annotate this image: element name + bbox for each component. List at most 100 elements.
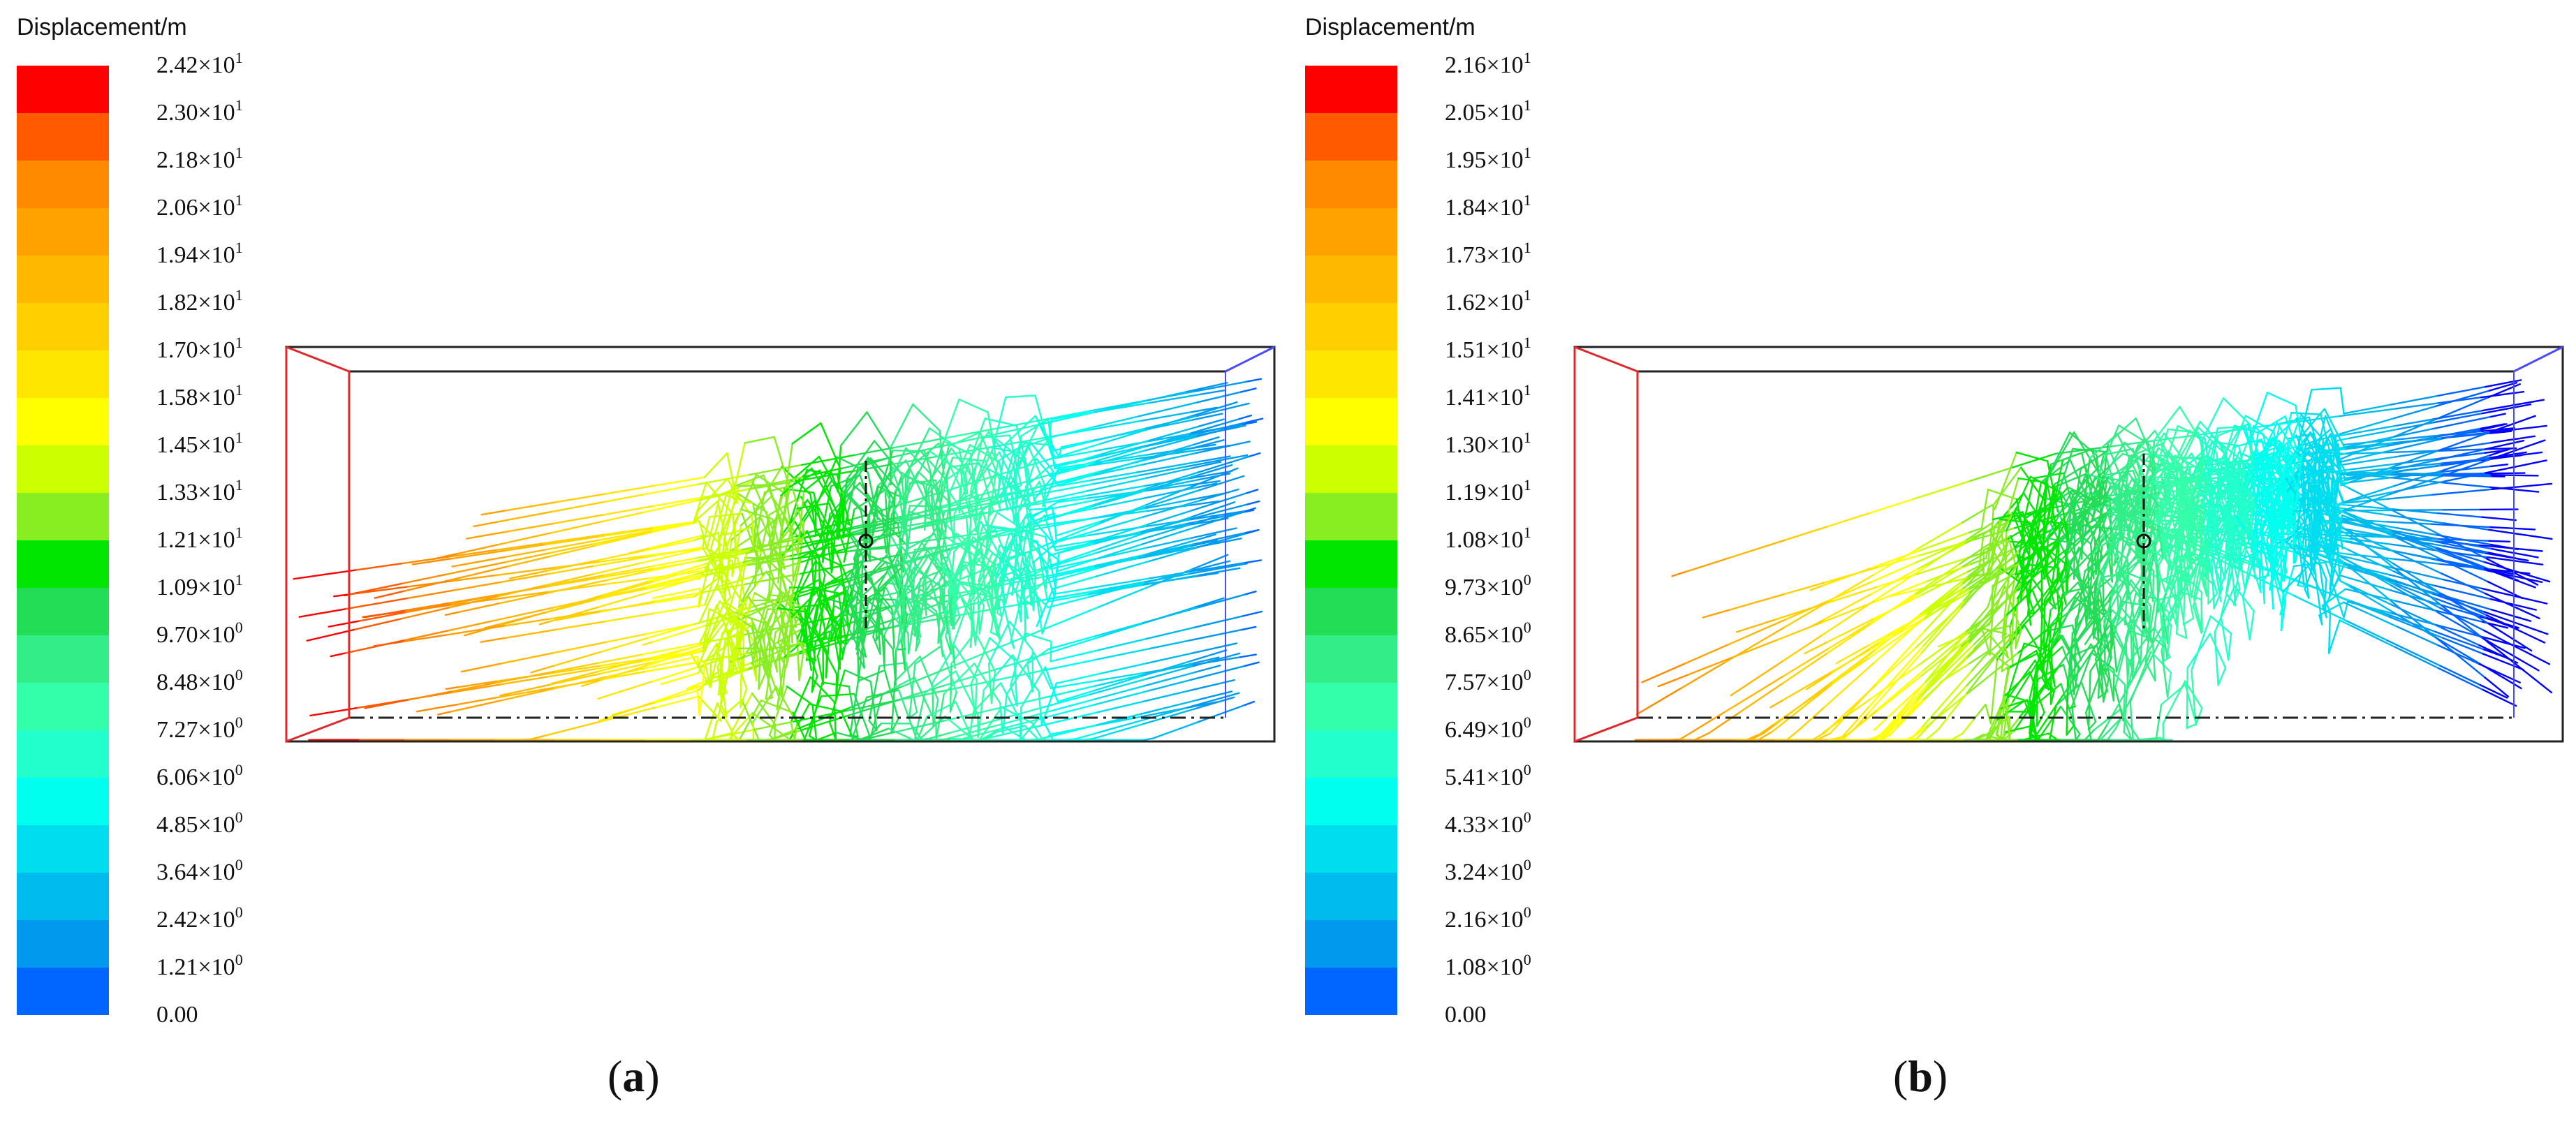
- streamline-segment: [1245, 528, 1260, 534]
- streamline-segment: [995, 471, 1026, 501]
- streamline-segment: [1057, 470, 1068, 475]
- streamline-segment: [1147, 508, 1163, 512]
- streamline-segment: [1151, 734, 1163, 739]
- streamline-segment: [935, 445, 950, 502]
- streamline-segment: [478, 533, 493, 538]
- streamline-segment: [1051, 707, 1061, 712]
- streamline-segment: [1117, 579, 1135, 584]
- streamline-segment: [772, 494, 782, 547]
- streamline-segment: [1029, 441, 1054, 473]
- streamline-segment: [1226, 391, 1242, 397]
- streamline-segment: [1047, 418, 1054, 452]
- streamline-segment: [621, 533, 638, 539]
- streamline-segment: [1093, 686, 1107, 692]
- streamline-segment: [2513, 575, 2529, 580]
- streamline-segment: [992, 501, 1003, 505]
- streamline-segment: [751, 663, 757, 679]
- streamline-segment: [1057, 499, 1073, 503]
- colorbar-segment: [1305, 256, 1397, 303]
- streamline-segment: [698, 584, 718, 624]
- streamline-segment: [404, 636, 421, 642]
- streamline-segment: [756, 579, 769, 583]
- streamline-segment: [668, 664, 682, 669]
- streamline-segment: [663, 656, 679, 661]
- streamline-segment: [1066, 727, 1083, 732]
- streamline-segment: [658, 661, 673, 667]
- streamline-segment: [1050, 416, 1065, 420]
- streamline-segment: [1191, 512, 1204, 518]
- streamline-segment: [578, 582, 594, 587]
- streamline-segment: [611, 711, 624, 716]
- streamline-segment: [747, 562, 764, 566]
- streamline-segment: [371, 564, 388, 569]
- streamline-segment: [804, 611, 817, 662]
- streamline-segment: [828, 467, 844, 472]
- streamline-segment: [480, 594, 499, 599]
- streamline-segment: [685, 642, 702, 647]
- streamline-segment: [842, 621, 853, 628]
- streamline-segment: [362, 589, 379, 593]
- streamline-segment: [693, 563, 707, 569]
- streamline-segment: [807, 589, 819, 595]
- streamline-segment: [720, 560, 723, 583]
- streamline-segment: [728, 609, 742, 615]
- streamline-segment: [725, 494, 754, 505]
- streamline-segment: [1033, 469, 1059, 501]
- streamline-segment: [653, 503, 668, 507]
- streamline-segment: [446, 570, 463, 575]
- streamline-segment: [1220, 534, 1235, 540]
- streamline-segment: [858, 619, 865, 669]
- streamline-segment: [1004, 527, 1020, 531]
- streamline-segment: [802, 534, 820, 539]
- streamline-segment: [1119, 454, 1129, 459]
- colorbar-segment: [17, 66, 109, 113]
- streamline-segment: [1110, 691, 1120, 696]
- streamline-segment: [605, 638, 621, 643]
- streamline-segment: [611, 606, 624, 611]
- streamline-segment: [1200, 563, 1217, 570]
- streamline-segment: [820, 422, 841, 470]
- streamline-segment: [1093, 480, 1111, 485]
- streamline-segment: [448, 553, 466, 558]
- streamline-segment: [1101, 489, 1117, 494]
- streamline-segment: [828, 720, 837, 741]
- streamline-segment: [779, 720, 795, 725]
- streamline-segment: [763, 637, 770, 670]
- streamline-segment: [943, 614, 950, 635]
- streamline-segment: [793, 642, 806, 646]
- streamline-segment: [764, 554, 778, 559]
- streamline-segment: [1015, 540, 1035, 591]
- streamline-segment: [1155, 577, 1169, 581]
- streamline-segment: [762, 662, 770, 682]
- streamline-segment: [635, 637, 649, 642]
- streamline-segment: [992, 586, 1000, 610]
- streamline-segment: [1200, 459, 1218, 465]
- streamline-segment: [1107, 630, 1119, 635]
- streamline-segment: [1025, 466, 1030, 475]
- streamline-segment: [1249, 452, 1261, 457]
- streamline-segment: [1197, 696, 1210, 701]
- streamline-segment: [1235, 562, 1249, 567]
- streamline-segment: [889, 564, 901, 570]
- streamline-segment: [402, 560, 420, 565]
- streamline-segment: [959, 561, 992, 568]
- streamline-segment: [846, 440, 876, 480]
- streamline-segment: [1103, 524, 1115, 529]
- streamline-segment: [1246, 378, 1263, 383]
- streamline-segment: [1242, 613, 1253, 617]
- streamline-segment: [1086, 731, 1100, 737]
- streamline-segment: [670, 626, 684, 633]
- streamline-segment: [1177, 674, 1188, 678]
- streamline-segment: [1141, 671, 1155, 677]
- colorbar-tick-label: 1.73×101: [1445, 239, 1531, 269]
- streamline-segment: [1223, 496, 1237, 501]
- streamline-segment: [1104, 514, 1121, 518]
- streamline-segment: [1154, 415, 1168, 420]
- streamline-segment: [986, 647, 997, 653]
- streamline-segment: [1155, 438, 1170, 445]
- streamline-segment: [1031, 722, 1044, 741]
- streamline-segment: [645, 568, 661, 572]
- streamline-segment: [1112, 406, 1127, 410]
- streamline-segment: [608, 690, 621, 697]
- streamline-segment: [964, 471, 969, 495]
